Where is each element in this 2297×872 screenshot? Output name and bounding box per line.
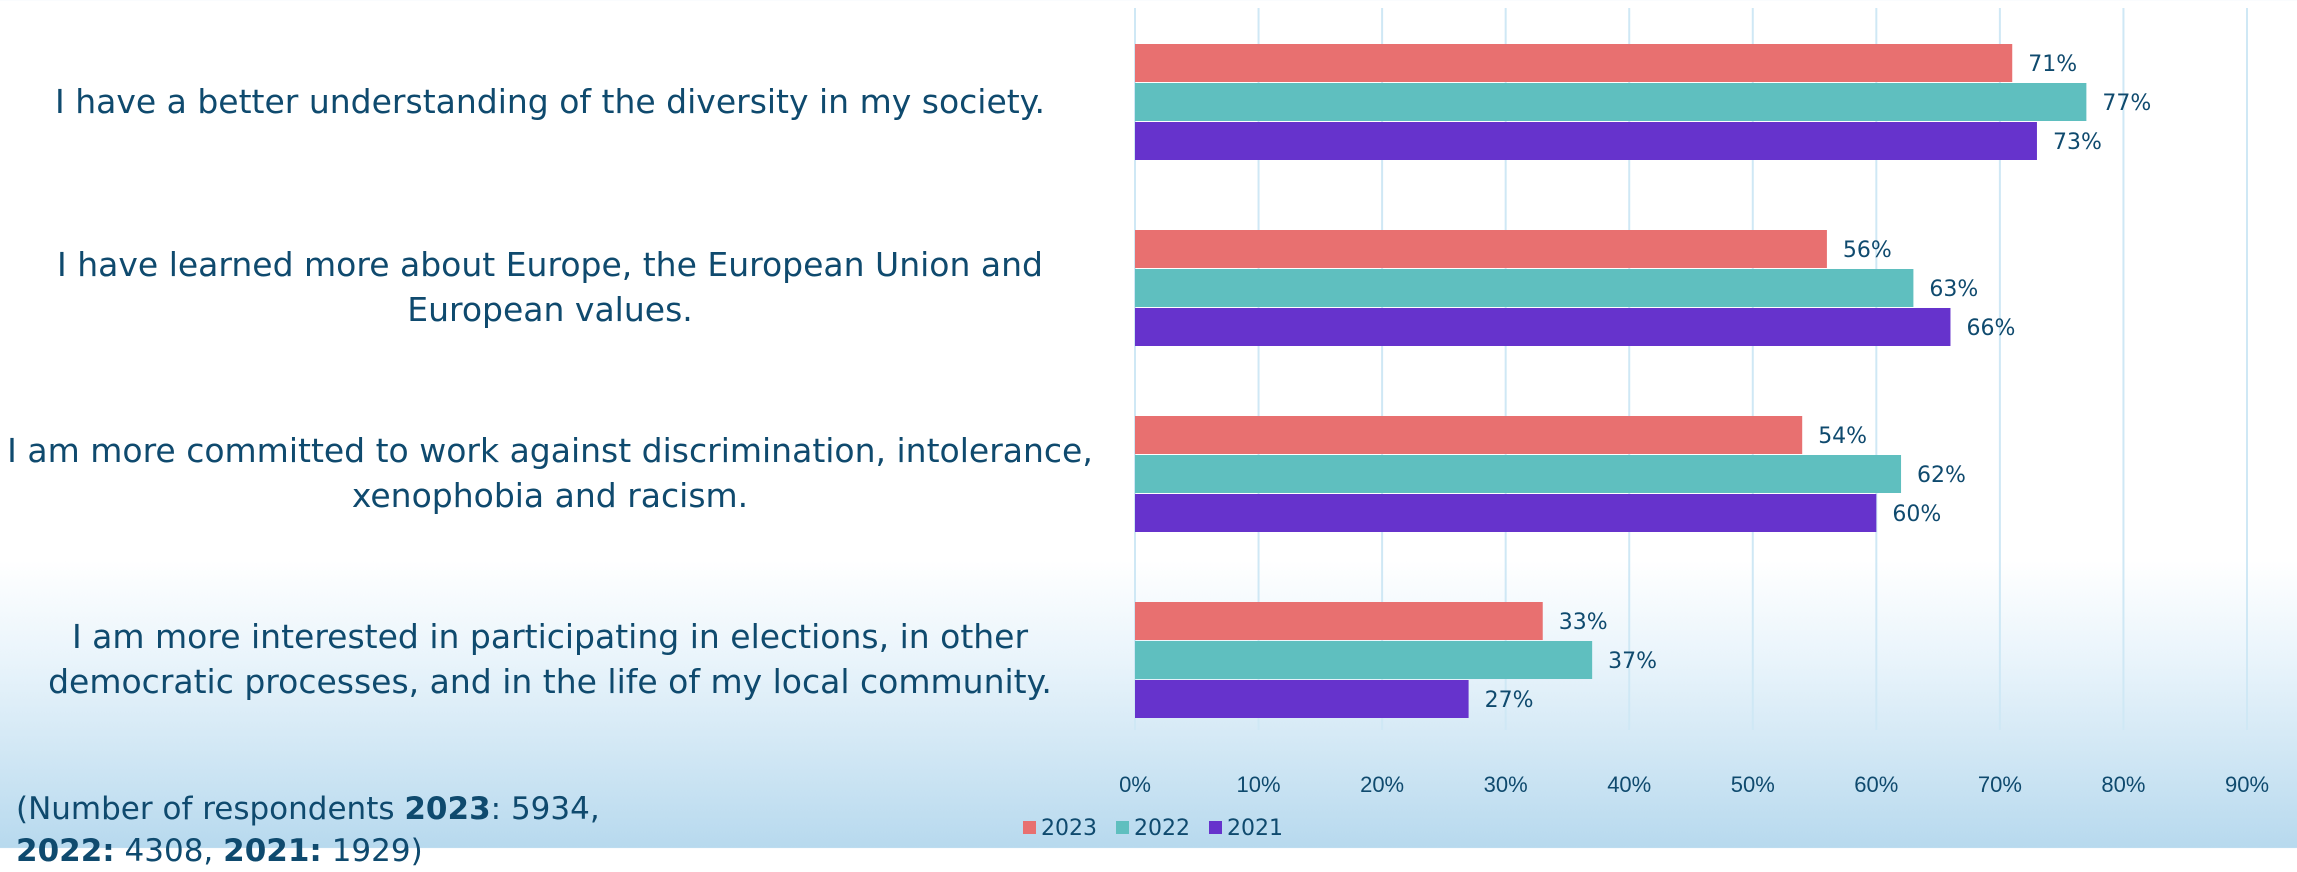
note-count-2022: 4308,	[114, 833, 224, 869]
legend-swatch-2021	[1209, 821, 1222, 834]
bar-2023	[1135, 230, 1827, 268]
x-tick-label: 10%	[1237, 772, 1281, 797]
note-prefix: (Number of respondents	[16, 791, 405, 827]
data-label: 56%	[1843, 238, 1892, 263]
bars: 71% 77%73% 56% 63% 66% 54% 62% 60% 33%37% 27%	[1135, 44, 2151, 718]
x-tick-label: 90%	[2225, 772, 2269, 797]
note-year-2023: 2023	[404, 791, 491, 827]
data-label: 77%	[2102, 91, 2151, 116]
legend-swatch-2022	[1116, 821, 1129, 834]
data-label: 60%	[1892, 502, 1941, 527]
category-label-4-line2: democratic processes, and in the life of…	[48, 662, 1052, 701]
x-axis-ticks: 0% 10% 20% 30% 40% 50% 60% 70% 80% 90%	[1119, 772, 2269, 797]
legend: 2023 2022 2021	[1023, 816, 1283, 841]
bar-2023	[1135, 44, 2013, 82]
legend-label-2022: 2022	[1134, 816, 1190, 841]
x-tick-label: 0%	[1119, 772, 1151, 797]
note-count-2023: : 5934,	[490, 791, 600, 827]
x-tick-label: 40%	[1607, 772, 1651, 797]
category-label-4: I am more interested in participating in…	[0, 614, 1100, 704]
bar-2021	[1135, 680, 1469, 718]
x-tick-label: 30%	[1484, 772, 1528, 797]
data-label: 63%	[1929, 277, 1978, 302]
note-year-2021: 2021:	[223, 833, 322, 869]
x-tick-label: 60%	[1854, 772, 1898, 797]
bar-chart: 71% 77%73% 56% 63% 66% 54% 62% 60% 33%37% 27% 0% 1…	[1023, 8, 2269, 841]
bar-2022	[1135, 83, 2087, 121]
data-label: 62%	[1917, 463, 1966, 488]
data-label: 27%	[1485, 688, 1534, 713]
legend-label-2021: 2021	[1227, 816, 1283, 841]
bar-2022	[1135, 269, 1914, 307]
category-label-3-line2: xenophobia and racism.	[351, 476, 749, 515]
respondents-note: (Number of respondents 2023: 5934, 2022:…	[16, 788, 716, 872]
x-tick-label: 70%	[1978, 772, 2022, 797]
x-tick-label: 20%	[1360, 772, 1404, 797]
data-label: 33%	[1559, 610, 1608, 635]
bar-2021	[1135, 308, 1951, 346]
x-tick-label: 80%	[2101, 772, 2145, 797]
bar-2023	[1135, 602, 1543, 640]
category-label-1: I have a better understanding of the div…	[0, 79, 1100, 124]
data-label: 71%	[2028, 52, 2077, 77]
data-label: 54%	[1818, 424, 1867, 449]
bar-2023	[1135, 416, 1803, 454]
x-tick-label: 50%	[1731, 772, 1775, 797]
data-label: 66%	[1966, 316, 2015, 341]
note-year-2022: 2022:	[16, 833, 115, 869]
category-label-3-line1: I am more committed to work against disc…	[7, 431, 1093, 470]
category-label-1-line: I have a better understanding of the div…	[54, 82, 1046, 121]
bar-2022	[1135, 641, 1593, 679]
data-label: 37%	[1608, 649, 1657, 674]
bar-2022	[1135, 455, 1902, 493]
category-label-2-line1: I have learned more about Europe, the Eu…	[57, 245, 1043, 284]
bar-2021	[1135, 494, 1877, 532]
category-label-2-line2: European values.	[407, 290, 693, 329]
legend-swatch-2023	[1023, 821, 1036, 834]
bar-2021	[1135, 122, 2037, 160]
data-label: 73%	[2053, 130, 2102, 155]
legend-label-2023: 2023	[1041, 816, 1097, 841]
category-label-2: I have learned more about Europe, the Eu…	[0, 242, 1100, 332]
note-count-2021: 1929)	[321, 833, 423, 869]
category-label-4-line1: I am more interested in participating in…	[71, 617, 1029, 656]
category-label-3: I am more committed to work against disc…	[0, 428, 1100, 518]
